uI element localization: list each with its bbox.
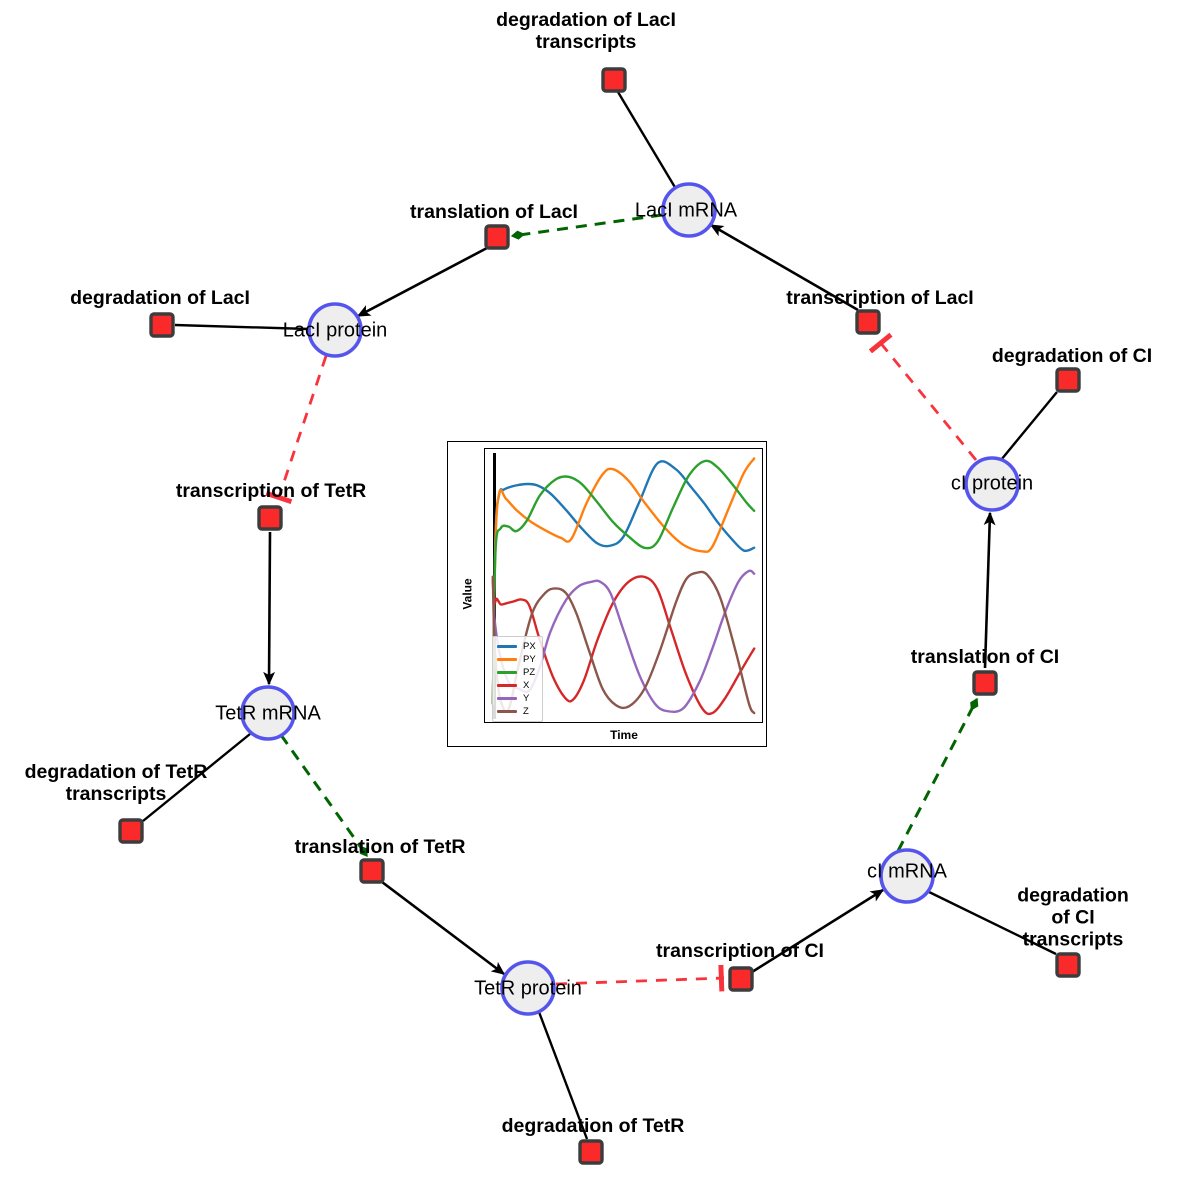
reaction-node-degradation-laci[interactable] [149, 312, 175, 338]
plot-xtick-mark-0 [493, 722, 494, 723]
plot-legend-label-px: PX [523, 641, 536, 652]
species-node-laci-mrna[interactable] [661, 182, 717, 238]
edge-degradation-ci [1000, 391, 1058, 461]
edge-degradation-tetr [537, 1011, 589, 1140]
edge-transcription-laci-output [709, 223, 859, 312]
plot-legend-swatch-px [497, 645, 517, 648]
edge-degradation-tetr-transcripts [142, 733, 251, 822]
plot-legend-label-pz: PZ [523, 667, 536, 678]
species-node-ci-mrna[interactable] [879, 848, 935, 904]
plot-legend-swatch-y [497, 697, 517, 700]
edge-translation-ci-output [983, 511, 996, 669]
plot-legend-item-y: Y [497, 692, 536, 705]
node-layer [118, 67, 1081, 1165]
edge-degradation-laci [174, 323, 310, 331]
plot-series-x [491, 575, 756, 716]
plot-ytick-mark-4 [484, 478, 485, 479]
species-node-ci-protein[interactable] [964, 456, 1020, 512]
reaction-node-transcription-tetr[interactable] [257, 505, 283, 531]
plot-legend-swatch-py [497, 658, 517, 661]
reaction-node-transcription-ci[interactable] [728, 966, 754, 992]
plot-legend-item-px: PX [497, 640, 536, 653]
reaction-node-transcription-laci[interactable] [855, 309, 881, 335]
edge-degradation-ci-transcripts [926, 889, 1057, 956]
edge-inhibition-tetr-transcription [265, 355, 328, 505]
reaction-node-translation-tetr[interactable] [359, 858, 385, 884]
timecourse-plot-panel: Value Time 10−110⁰10¹10²10³ 050100150200… [447, 441, 767, 747]
plot-xtick-mark-3 [690, 722, 691, 723]
plot-legend-item-pz: PZ [497, 666, 536, 679]
species-node-laci-protein[interactable] [307, 302, 363, 358]
reaction-node-degradation-ci[interactable] [1055, 367, 1081, 393]
edge-translation-ci-input [896, 697, 979, 852]
edge-transcription-tetr-output [263, 531, 276, 686]
species-node-tetr-mrna[interactable] [240, 685, 296, 741]
plot-legend-label-py: PY [523, 654, 536, 665]
plot-xtick-mark-2 [625, 722, 626, 723]
edge-translation-tetr-input [279, 734, 369, 857]
plot-legend-swatch-pz [497, 671, 517, 674]
edge-inhibition-laci-transcription [868, 332, 978, 461]
plot-y-axis-label: Value [460, 578, 475, 610]
reaction-node-degradation-tetr[interactable] [578, 1139, 604, 1165]
reaction-node-degradation-tetr-transcripts[interactable] [118, 818, 144, 844]
plot-ytick-mark-1 [484, 663, 485, 664]
edge-translation-laci-output [356, 246, 488, 318]
plot-legend-label-x: X [523, 680, 530, 691]
plot-ytick-mark-3 [484, 540, 485, 541]
plot-legend-label-y: Y [523, 693, 530, 704]
plot-curves [491, 457, 756, 716]
edge-transcription-ci-output [751, 888, 885, 974]
reaction-node-translation-ci[interactable] [972, 670, 998, 696]
species-node-tetr-protein[interactable] [500, 960, 556, 1016]
edge-translation-laci-input [510, 213, 663, 240]
edge-layer [142, 91, 1058, 1140]
plot-legend: PX PY PZ X Y Z [492, 636, 543, 722]
plot-series-px [491, 460, 756, 705]
plot-xtick-mark-4 [756, 722, 757, 723]
plot-legend-item-x: X [497, 679, 536, 692]
plot-legend-label-z: Z [523, 706, 529, 717]
reaction-node-degradation-ci-transcripts[interactable] [1055, 952, 1081, 978]
reaction-node-translation-laci[interactable] [484, 224, 510, 250]
edge-degradation-laci-transcripts [616, 91, 678, 190]
plot-series-pz [491, 459, 756, 705]
edge-translation-tetr-output [381, 880, 506, 976]
plot-xtick-mark-1 [559, 722, 560, 723]
plot-ytick-mark-2 [484, 601, 485, 602]
plot-legend-swatch-x [497, 684, 517, 687]
reaction-node-degradation-laci-transcripts[interactable] [601, 67, 627, 93]
plot-legend-item-py: PY [497, 653, 536, 666]
edge-inhibition-ci-transcription [555, 964, 725, 992]
plot-series-py [491, 457, 756, 705]
plot-x-axis-label: Time [610, 728, 638, 742]
plot-legend-item-z: Z [497, 705, 536, 718]
plot-legend-swatch-z [497, 710, 517, 713]
